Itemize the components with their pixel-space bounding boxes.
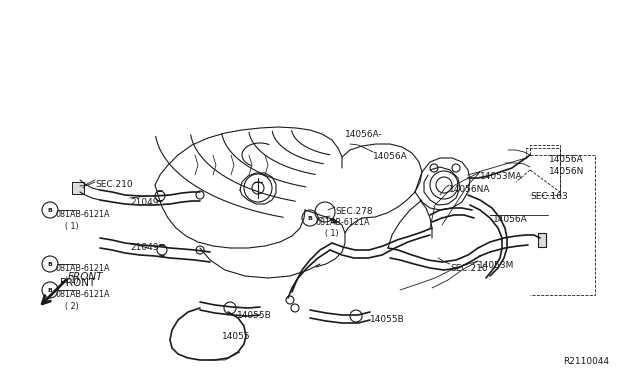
Text: B: B — [308, 215, 312, 221]
Text: 21049: 21049 — [130, 198, 159, 207]
Text: 14055: 14055 — [222, 332, 251, 341]
Text: SEC.210: SEC.210 — [450, 264, 488, 273]
Text: R2110044: R2110044 — [563, 357, 609, 366]
Text: FRONT: FRONT — [60, 278, 95, 288]
Text: 14056NA: 14056NA — [449, 185, 490, 194]
Text: ( 1): ( 1) — [325, 229, 339, 238]
Text: B: B — [47, 288, 52, 292]
Text: 14056A: 14056A — [493, 215, 528, 224]
Text: 081AB-6121A: 081AB-6121A — [55, 264, 109, 273]
Text: ( 1): ( 1) — [65, 276, 79, 285]
Bar — [72, 182, 84, 194]
Text: 21049: 21049 — [130, 243, 159, 252]
Bar — [538, 233, 546, 247]
Text: 081AB-6121A: 081AB-6121A — [55, 210, 109, 219]
Text: B: B — [47, 208, 52, 212]
Text: 14055B: 14055B — [237, 311, 272, 320]
Text: B: B — [47, 262, 52, 266]
Text: 14056A: 14056A — [373, 152, 408, 161]
Text: SEC.163: SEC.163 — [530, 192, 568, 201]
Text: ( 2): ( 2) — [65, 302, 79, 311]
Text: 14056N: 14056N — [549, 167, 584, 176]
Text: ( 1): ( 1) — [65, 222, 79, 231]
Text: 14056A-: 14056A- — [345, 130, 383, 139]
Text: 081AB-6121A: 081AB-6121A — [55, 290, 109, 299]
Text: SEC.210: SEC.210 — [95, 180, 132, 189]
Text: SEC.278: SEC.278 — [335, 207, 372, 216]
Text: 14055B: 14055B — [370, 315, 404, 324]
Text: 14056A: 14056A — [549, 155, 584, 164]
Text: 14053MA: 14053MA — [480, 172, 522, 181]
Text: 14053M: 14053M — [478, 261, 515, 270]
Text: FRONT: FRONT — [68, 272, 104, 282]
Text: 081AB-6121A: 081AB-6121A — [315, 218, 369, 227]
